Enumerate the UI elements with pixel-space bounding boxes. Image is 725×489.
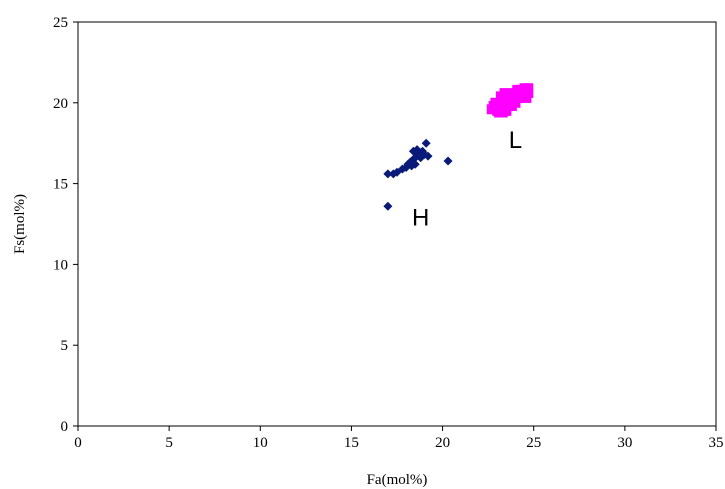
y-tick-label: 10 (53, 257, 68, 273)
x-tick-label: 25 (526, 435, 541, 451)
x-tick-label: 5 (165, 435, 173, 451)
data-point-l (506, 101, 517, 112)
x-tick-label: 30 (617, 435, 632, 451)
x-tick-label: 10 (253, 435, 268, 451)
plot-area (77, 21, 717, 427)
tick-labels: 0 5 10 15 20 25 30 35 0 5 10 15 20 25 (53, 15, 724, 451)
data-point-l (510, 91, 521, 102)
data-point-l (490, 97, 501, 108)
y-tick-label: 15 (53, 177, 68, 193)
data-point-h (383, 201, 393, 211)
data-point-h (443, 156, 453, 166)
data-point-h (421, 138, 431, 148)
data-point-l (503, 94, 514, 105)
data-point-l (501, 105, 512, 116)
y-tick-label: 25 (53, 15, 68, 31)
y-tick-label: 20 (53, 96, 68, 112)
x-tick-label: 20 (435, 435, 450, 451)
x-tick-label: 35 (709, 435, 724, 451)
y-axis-label: Fs(mol%) (12, 194, 28, 254)
annotation-h: H (412, 205, 429, 232)
data-point-h (383, 169, 393, 179)
data-point-h (423, 151, 433, 161)
annotations: HL (412, 127, 522, 232)
x-axis-label: Fa(mol%) (367, 472, 428, 488)
data-point-l (499, 88, 510, 99)
data-point-l (523, 88, 534, 99)
y-tick-label: 5 (61, 338, 69, 354)
y-tick-label: 0 (61, 419, 69, 435)
data-point-h (407, 161, 417, 171)
data-point-h (412, 145, 422, 155)
axis-ticks (73, 21, 717, 431)
x-tick-label: 0 (74, 435, 82, 451)
annotation-l: L (509, 127, 522, 154)
x-tick-label: 15 (344, 435, 359, 451)
data-points (383, 83, 534, 211)
